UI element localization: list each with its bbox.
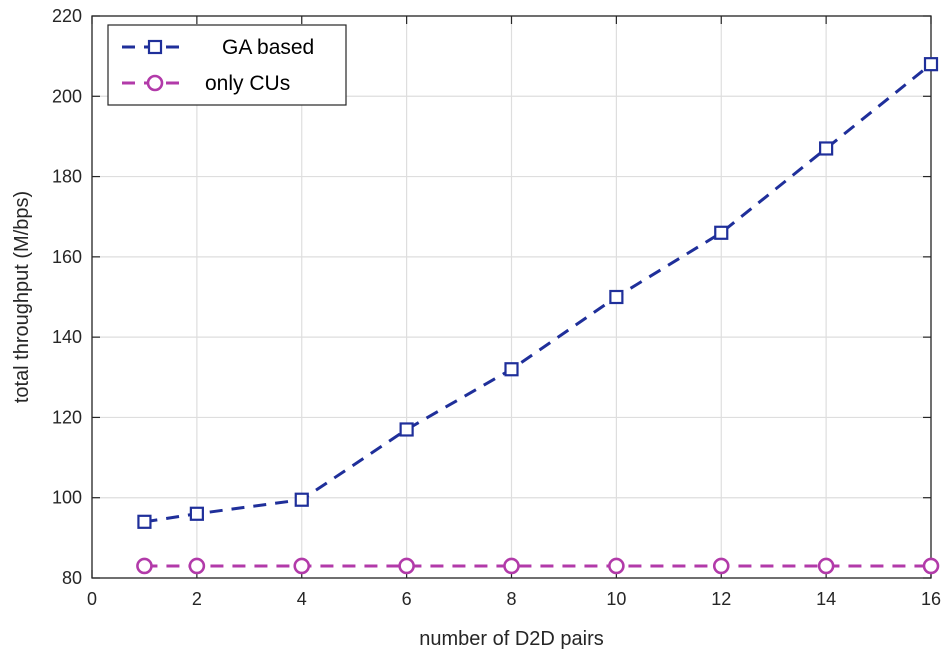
data-point-square — [923, 57, 939, 72]
y-tick-label: 200 — [52, 86, 82, 106]
data-series — [136, 57, 940, 575]
data-point-circle — [712, 557, 730, 575]
series-only-cus — [136, 557, 940, 575]
legend: GA based only CUs — [107, 24, 347, 106]
data-point-circle — [188, 557, 206, 575]
data-point-square — [294, 492, 309, 507]
x-tick-label: 6 — [402, 589, 412, 609]
legend-entry: GA based — [122, 36, 314, 59]
data-point-square — [147, 39, 163, 55]
legend-box — [107, 24, 347, 106]
data-point-circle — [293, 557, 311, 575]
series-line — [144, 63, 932, 524]
x-tick-label: 14 — [816, 589, 836, 609]
y-tick-label: 80 — [62, 568, 82, 588]
y-tick-label: 180 — [52, 167, 82, 187]
x-tick-label: 12 — [711, 589, 731, 609]
y-tick-label: 140 — [52, 327, 82, 347]
legend-entry: only CUs — [122, 72, 290, 95]
data-point-square — [609, 289, 624, 305]
data-point-square — [714, 225, 729, 240]
data-point-square — [819, 141, 834, 156]
y-tick-label: 160 — [52, 247, 82, 267]
y-tick-label: 220 — [52, 6, 82, 26]
x-tick-label: 8 — [506, 589, 516, 609]
y-tick-label: 120 — [52, 407, 82, 427]
legend-label: only CUs — [205, 72, 290, 95]
legend-label: GA based — [222, 36, 314, 59]
data-point-circle — [136, 557, 153, 575]
data-point-square — [399, 422, 414, 437]
x-tick-label: 2 — [192, 589, 202, 609]
x-tick-label: 16 — [921, 589, 941, 609]
y-tick-label: 100 — [52, 488, 82, 508]
x-tick-label: 4 — [297, 589, 307, 609]
x-tick-label: 0 — [87, 589, 97, 609]
x-tick-label: 10 — [606, 589, 626, 609]
data-point-circle — [503, 557, 520, 575]
data-point-square — [137, 514, 152, 529]
data-point-square — [189, 506, 204, 521]
data-point-circle — [922, 557, 940, 575]
data-point-square — [504, 362, 519, 377]
axis-ticks: 0 2 4 6 8 10 12 14 16 80 100 120 140 160 180 200 220 — [52, 6, 941, 609]
x-axis-label: number of D2D pairs — [419, 628, 604, 650]
data-point-circle — [398, 557, 415, 575]
data-point-circle — [608, 557, 625, 575]
series-ga-based — [137, 57, 939, 529]
y-axis-label: total throughput (M/bps) — [11, 191, 33, 403]
legend-entries: GA based only CUs — [122, 36, 314, 95]
data-point-circle — [817, 557, 835, 575]
data-point-circle — [146, 74, 164, 92]
